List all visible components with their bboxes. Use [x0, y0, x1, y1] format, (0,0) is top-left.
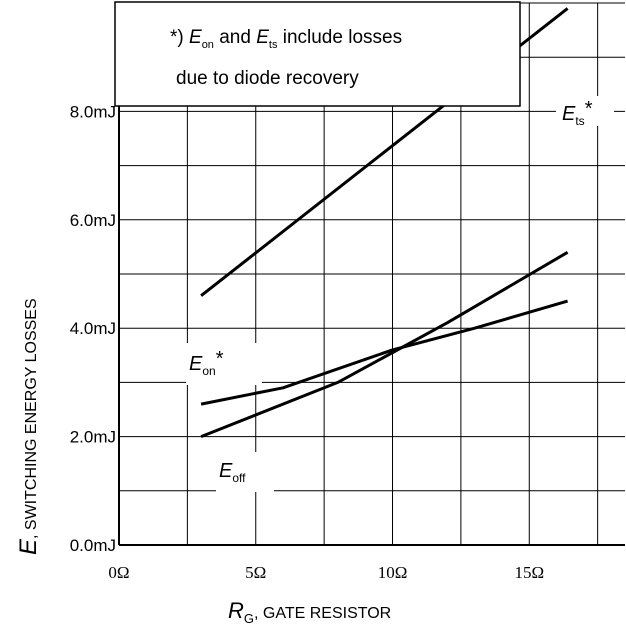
y-tick-label: 0.0mJ [70, 536, 116, 555]
series-line-on [200, 299, 569, 406]
y-tick-label: 2.0mJ [70, 428, 116, 447]
x-tick-label: 15Ω [514, 563, 544, 582]
series-line-off [200, 251, 569, 438]
annotation-note: *) Eon and Ets include losses due to dio… [114, 1, 521, 107]
x-tick-label: 5Ω [245, 563, 266, 582]
svg-text:Eoff: Eoff [219, 460, 246, 485]
x-tick-label: 10Ω [378, 563, 408, 582]
svg-text:Eon*: Eon* [189, 348, 224, 378]
x-tick-label: 0Ω [108, 563, 129, 582]
series-label-ets: Ets* [556, 96, 614, 128]
y-tick-label: 4.0mJ [70, 319, 116, 338]
series-label-eoff: Eoff [216, 452, 274, 492]
series-label-eon: Eon* [186, 343, 262, 385]
y-tick-label: 8.0mJ [70, 102, 116, 121]
tick-labels: 0.0mJ 2.0mJ 4.0mJ 6.0mJ 8.0mJ 0Ω 5Ω 10Ω 15Ω [70, 102, 544, 582]
annotation-box [114, 1, 521, 107]
y-tick-label: 6.0mJ [70, 211, 116, 230]
x-axis-title: RG, GATE RESISTOR [228, 598, 391, 626]
svg-text:Ets*: Ets* [562, 98, 593, 128]
y-axis-title: E, SWITCHING ENERGY LOSSES [15, 298, 42, 555]
annotation-line-1: *) Eon and Ets include losses [170, 27, 402, 51]
annotation-line-2: due to diode recovery [176, 68, 359, 89]
